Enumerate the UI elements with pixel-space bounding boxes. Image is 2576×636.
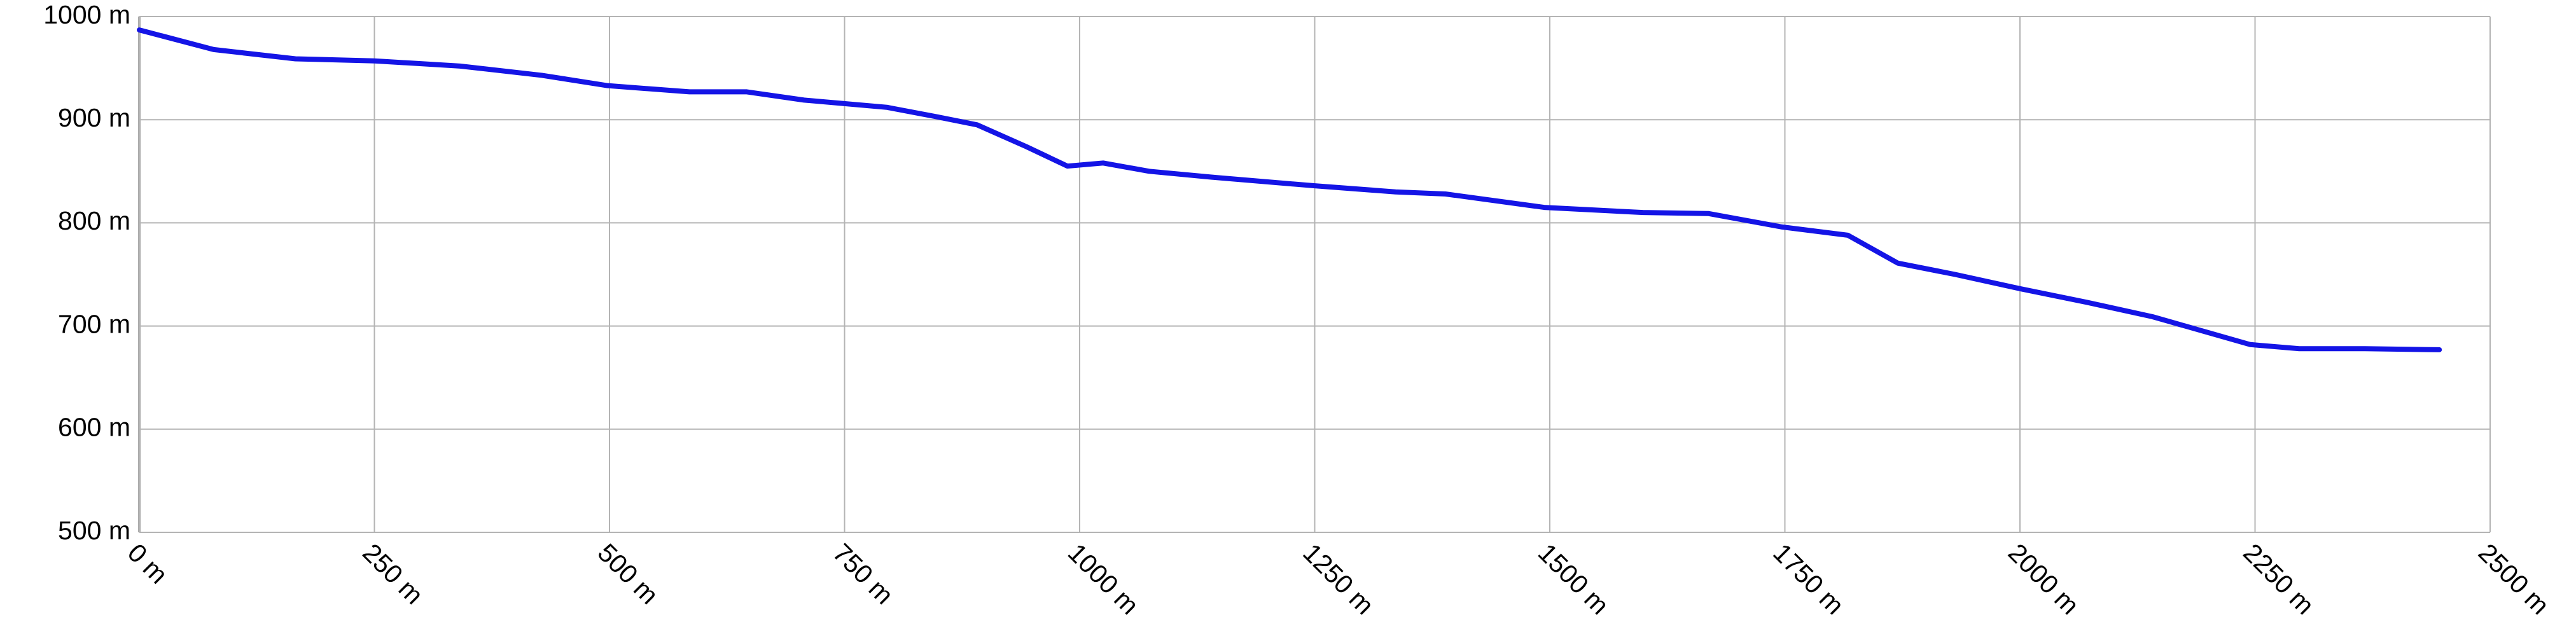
y-tick-label: 500 m — [58, 516, 130, 545]
x-tick-label: 250 m — [357, 538, 429, 610]
x-tick-label: 750 m — [827, 538, 899, 610]
x-tick-label: 1500 m — [1533, 538, 1615, 620]
y-tick-label: 900 m — [58, 103, 130, 132]
y-tick-label: 700 m — [58, 309, 130, 338]
y-tick-label: 1000 m — [43, 0, 130, 29]
x-tick-label: 1750 m — [1767, 538, 1849, 620]
y-tick-label: 800 m — [58, 206, 130, 235]
x-tick-label: 0 m — [122, 538, 174, 590]
elevation-line — [137, 27, 2442, 352]
x-tick-label: 2000 m — [2003, 538, 2085, 620]
x-tick-label: 2500 m — [2473, 538, 2555, 620]
x-tick-label: 500 m — [592, 538, 664, 610]
x-tick-label: 1000 m — [1062, 538, 1145, 620]
x-tick-label: 1250 m — [1297, 538, 1379, 620]
x-tick-label: 2250 m — [2238, 538, 2320, 620]
y-tick-label: 600 m — [58, 413, 130, 442]
